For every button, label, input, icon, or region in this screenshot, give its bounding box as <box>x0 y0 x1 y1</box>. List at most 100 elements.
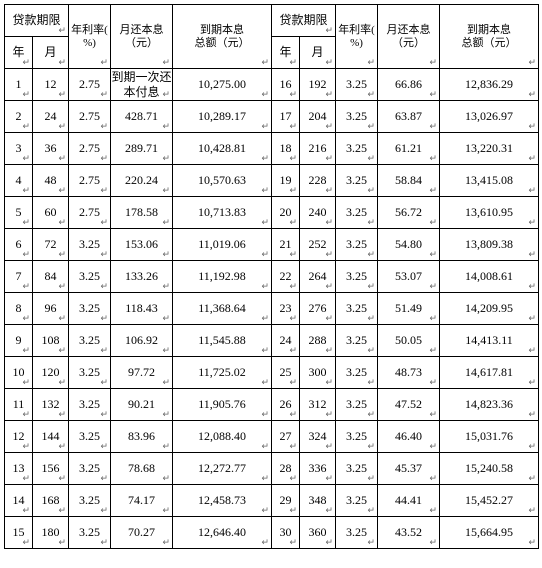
cell-year: 28↵ <box>272 453 300 485</box>
loan-table: 贷款期限↵年利率(%)↵月还本息（元）↵到期本息总额（元）↵贷款期限↵年利率(%… <box>4 4 539 549</box>
cell-payment: 44.41↵ <box>378 485 440 517</box>
cell-year: 9↵ <box>5 325 33 357</box>
cell-payment: 90.21↵ <box>111 389 173 421</box>
cell-rate: 3.25↵ <box>336 517 378 549</box>
col-annual-rate-2: 年利率(%)↵ <box>336 5 378 69</box>
cell-month: 144↵ <box>33 421 69 453</box>
cell-rate: 3.25↵ <box>336 69 378 101</box>
table-row: 13↵156↵3.25↵78.68↵12,272.77↵28↵336↵3.25↵… <box>5 453 539 485</box>
table-row: 1↵12↵2.75↵到期一次还本付息↵10,275.00↵16↵192↵3.25… <box>5 69 539 101</box>
cell-payment: 63.87↵ <box>378 101 440 133</box>
cell-total: 12,458.73↵ <box>173 485 272 517</box>
cell-payment: 46.40↵ <box>378 421 440 453</box>
cell-total: 10,275.00↵ <box>173 69 272 101</box>
cell-month: 168↵ <box>33 485 69 517</box>
cell-payment: 220.24↵ <box>111 165 173 197</box>
cell-total: 15,452.27↵ <box>440 485 539 517</box>
cell-rate: 3.25↵ <box>336 197 378 229</box>
col-year: 年↵ <box>5 37 33 69</box>
cell-month: 276↵ <box>300 293 336 325</box>
cell-payment: 51.49↵ <box>378 293 440 325</box>
col-annual-rate: 年利率(%)↵ <box>69 5 111 69</box>
cell-month: 252↵ <box>300 229 336 261</box>
cell-month: 180↵ <box>33 517 69 549</box>
cell-year: 29↵ <box>272 485 300 517</box>
cell-rate: 3.25↵ <box>69 453 111 485</box>
cell-total: 14,617.81↵ <box>440 357 539 389</box>
cell-total: 10,570.63↵ <box>173 165 272 197</box>
cell-year: 10↵ <box>5 357 33 389</box>
cell-payment: 133.26↵ <box>111 261 173 293</box>
cell-payment: 78.68↵ <box>111 453 173 485</box>
cell-year: 23↵ <box>272 293 300 325</box>
cell-total: 14,209.95↵ <box>440 293 539 325</box>
col-month-2: 月↵ <box>300 37 336 69</box>
col-monthly-payment: 月还本息（元）↵ <box>111 5 173 69</box>
cell-month: 96↵ <box>33 293 69 325</box>
cell-month: 312↵ <box>300 389 336 421</box>
cell-payment: 74.17↵ <box>111 485 173 517</box>
cell-year: 6↵ <box>5 229 33 261</box>
cell-payment: 50.05↵ <box>378 325 440 357</box>
col-loan-term-2: 贷款期限↵ <box>272 5 336 37</box>
cell-payment: 289.71↵ <box>111 133 173 165</box>
cell-month: 60↵ <box>33 197 69 229</box>
cell-rate: 2.75↵ <box>69 69 111 101</box>
cell-month: 360↵ <box>300 517 336 549</box>
cell-payment: 到期一次还本付息↵ <box>111 69 173 101</box>
cell-year: 8↵ <box>5 293 33 325</box>
cell-rate: 2.75↵ <box>69 101 111 133</box>
cell-rate: 3.25↵ <box>336 293 378 325</box>
cell-year: 21↵ <box>272 229 300 261</box>
table-row: 11↵132↵3.25↵90.21↵11,905.76↵26↵312↵3.25↵… <box>5 389 539 421</box>
table-row: 6↵72↵3.25↵153.06↵11,019.06↵21↵252↵3.25↵5… <box>5 229 539 261</box>
cell-rate: 3.25↵ <box>69 357 111 389</box>
cell-month: 72↵ <box>33 229 69 261</box>
cell-total: 15,031.76↵ <box>440 421 539 453</box>
cell-rate: 3.25↵ <box>69 517 111 549</box>
cell-total: 13,220.31↵ <box>440 133 539 165</box>
cell-total: 11,545.88↵ <box>173 325 272 357</box>
table-row: 9↵108↵3.25↵106.92↵11,545.88↵24↵288↵3.25↵… <box>5 325 539 357</box>
cell-month: 348↵ <box>300 485 336 517</box>
cell-month: 12↵ <box>33 69 69 101</box>
cell-month: 120↵ <box>33 357 69 389</box>
cell-month: 132↵ <box>33 389 69 421</box>
cell-rate: 3.25↵ <box>336 229 378 261</box>
cell-month: 156↵ <box>33 453 69 485</box>
cell-payment: 70.27↵ <box>111 517 173 549</box>
cell-year: 2↵ <box>5 101 33 133</box>
cell-payment: 153.06↵ <box>111 229 173 261</box>
cell-payment: 178.58↵ <box>111 197 173 229</box>
col-total-due: 到期本息总额（元）↵ <box>173 5 272 69</box>
cell-payment: 428.71↵ <box>111 101 173 133</box>
cell-rate: 3.25↵ <box>69 229 111 261</box>
cell-payment: 66.86↵ <box>378 69 440 101</box>
cell-rate: 3.25↵ <box>336 453 378 485</box>
cell-total: 12,272.77↵ <box>173 453 272 485</box>
cell-payment: 54.80↵ <box>378 229 440 261</box>
cell-year: 1↵ <box>5 69 33 101</box>
cell-total: 14,008.61↵ <box>440 261 539 293</box>
cell-rate: 3.25↵ <box>69 485 111 517</box>
cell-rate: 3.25↵ <box>336 261 378 293</box>
cell-year: 25↵ <box>272 357 300 389</box>
cell-year: 7↵ <box>5 261 33 293</box>
cell-rate: 3.25↵ <box>69 261 111 293</box>
cell-rate: 3.25↵ <box>69 293 111 325</box>
cell-rate: 3.25↵ <box>336 389 378 421</box>
cell-rate: 2.75↵ <box>69 165 111 197</box>
cell-month: 36↵ <box>33 133 69 165</box>
cell-total: 11,725.02↵ <box>173 357 272 389</box>
cell-month: 264↵ <box>300 261 336 293</box>
cell-payment: 83.96↵ <box>111 421 173 453</box>
cell-year: 24↵ <box>272 325 300 357</box>
cell-rate: 3.25↵ <box>69 325 111 357</box>
cell-month: 192↵ <box>300 69 336 101</box>
col-month: 月↵ <box>33 37 69 69</box>
cell-rate: 3.25↵ <box>336 165 378 197</box>
cell-rate: 3.25↵ <box>336 325 378 357</box>
cell-month: 24↵ <box>33 101 69 133</box>
cell-month: 84↵ <box>33 261 69 293</box>
cell-total: 10,289.17↵ <box>173 101 272 133</box>
